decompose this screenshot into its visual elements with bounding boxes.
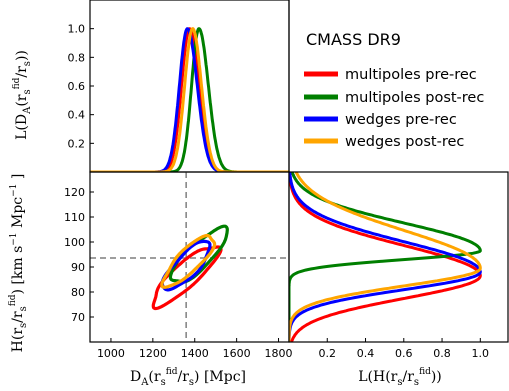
- legend-entry-wedges-pre-rec: wedges pre-rec: [304, 112, 457, 128]
- xtick-label-h-likelihood: 0.6: [395, 347, 413, 360]
- xtick-label-da: 1600: [223, 347, 251, 360]
- ylabel-da-likelihood: L(DA(rsfid/rs)): [12, 50, 33, 140]
- contour-wedges-post-rec: [160, 233, 217, 289]
- xtick-label-h-likelihood: 1.0: [472, 347, 490, 360]
- ytick-label-hubble: 110: [64, 211, 85, 224]
- ytick-label-hubble: 100: [64, 236, 85, 249]
- chart-title: CMASS DR9: [306, 30, 401, 49]
- legend-panel: CMASS DR9 multipoles pre-rec multipoles …: [304, 30, 484, 150]
- legend-label-wedges-pre-rec: wedges pre-rec: [345, 112, 457, 128]
- panel-da-likelihood: 0.2 0.4 0.6 0.8 1.0: [68, 0, 290, 173]
- ytick-label-hubble: 80: [71, 286, 85, 299]
- ytick-label-da-likelihood: 0.6: [68, 80, 86, 93]
- xtick-label-da: 1200: [139, 347, 167, 360]
- xtick-label-h-likelihood: 0.8: [433, 347, 451, 360]
- panel-h-likelihood: 0.2 0.4 0.6 0.8 1.0: [288, 171, 509, 360]
- xtick-label-h-likelihood: 0.2: [319, 347, 337, 360]
- legend-entry-multipoles-pre-rec: multipoles pre-rec: [304, 67, 477, 83]
- ytick-label-da-likelihood: 0.4: [68, 109, 86, 122]
- xlabel-h-likelihood: L(H(rs/rsfid)): [358, 367, 442, 388]
- da-likelihood-curve-multipoles-post-rec: [90, 27, 289, 172]
- ytick-label-da-likelihood: 0.8: [68, 51, 86, 64]
- ytick-label-hubble: 70: [71, 311, 85, 324]
- legend-label-wedges-post-rec: wedges post-rec: [345, 134, 464, 150]
- ytick-label-da-likelihood: 1.0: [68, 23, 86, 36]
- contour-multipoles-pre-rec: [151, 245, 223, 311]
- legend-label-multipoles-post-rec: multipoles post-rec: [345, 90, 484, 106]
- xtick-label-h-likelihood: 0.4: [357, 347, 375, 360]
- xtick-label-da: 1800: [265, 347, 293, 360]
- xtick-label-da: 1400: [181, 347, 209, 360]
- frame-da-likelihood: [89, 0, 290, 173]
- legend-entry-wedges-post-rec: wedges post-rec: [304, 134, 464, 150]
- h-likelihood-curve-wedges-post-rec: [289, 172, 482, 342]
- legend-label-multipoles-pre-rec: multipoles pre-rec: [345, 67, 477, 83]
- panel-da-h-contours: 1000 1200 1400 1600 1800 70 80 90 100 110 120: [64, 171, 293, 360]
- ytick-label-hubble: 90: [71, 261, 85, 274]
- ytick-label-da-likelihood: 0.2: [68, 137, 86, 150]
- ytick-label-hubble: 120: [64, 186, 85, 199]
- da-likelihood-curve-wedges-post-rec: [90, 27, 289, 172]
- legend-entry-multipoles-post-rec: multipoles post-rec: [304, 90, 484, 106]
- ylabel-hubble: H(rs/rsfid) [km s−1 Mpc−1 ]: [8, 174, 29, 353]
- h-likelihood-curve-wedges-pre-rec: [289, 172, 482, 342]
- xtick-label-da: 1000: [97, 347, 125, 360]
- xlabel-da: DA(rsfid/rs) [Mpc]: [130, 367, 246, 388]
- h-likelihood-curve-multipoles-post-rec: [289, 172, 482, 342]
- frame-h-likelihood: [288, 171, 509, 343]
